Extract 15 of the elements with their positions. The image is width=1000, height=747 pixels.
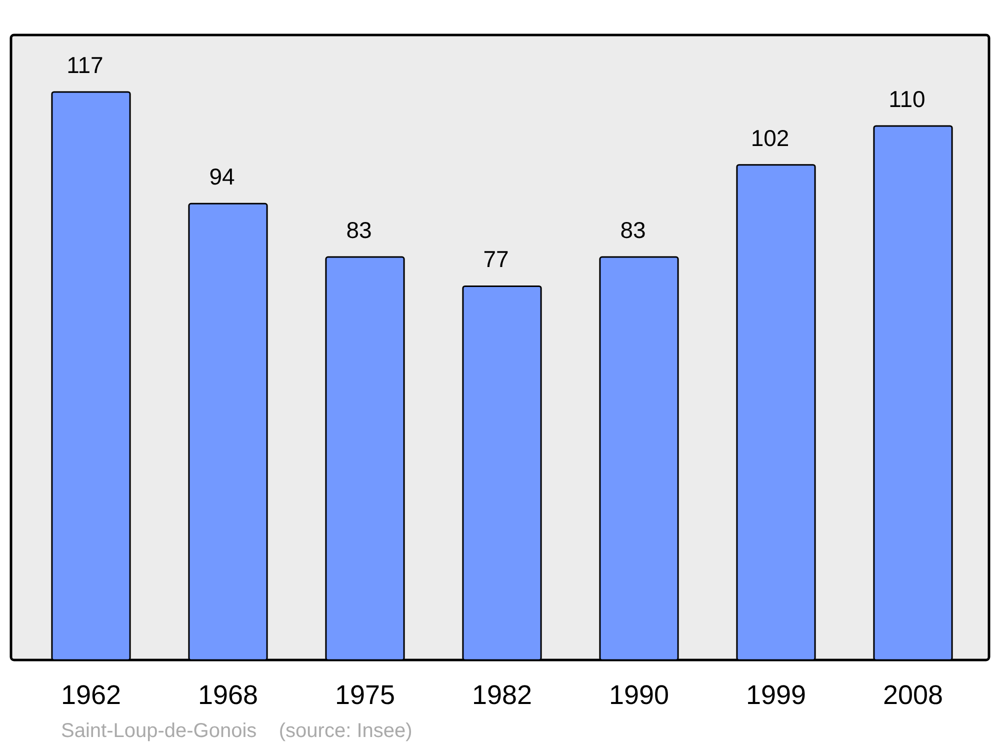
- text: Saint-Loup-de-Gonois (source: Insee): [61, 720, 412, 742]
- data-label: 117: [66, 52, 104, 78]
- data-label: 83: [346, 217, 372, 244]
- x-tick-label: 1982: [472, 680, 532, 710]
- data-label: 83: [620, 217, 646, 244]
- x-tick-label: 2008: [882, 680, 944, 710]
- data-label: 94: [209, 164, 235, 190]
- data-label: 102: [750, 124, 790, 151]
- data-label: 77: [483, 246, 509, 272]
- x-tick-label: 1999: [746, 680, 806, 710]
- x-tick-label: 1990: [608, 680, 670, 710]
- x-tick-label: 1975: [334, 680, 396, 710]
- x-tick-label: 1968: [198, 680, 258, 710]
- data-label: 110: [888, 86, 926, 112]
- x-tick-label: 1962: [60, 680, 122, 710]
